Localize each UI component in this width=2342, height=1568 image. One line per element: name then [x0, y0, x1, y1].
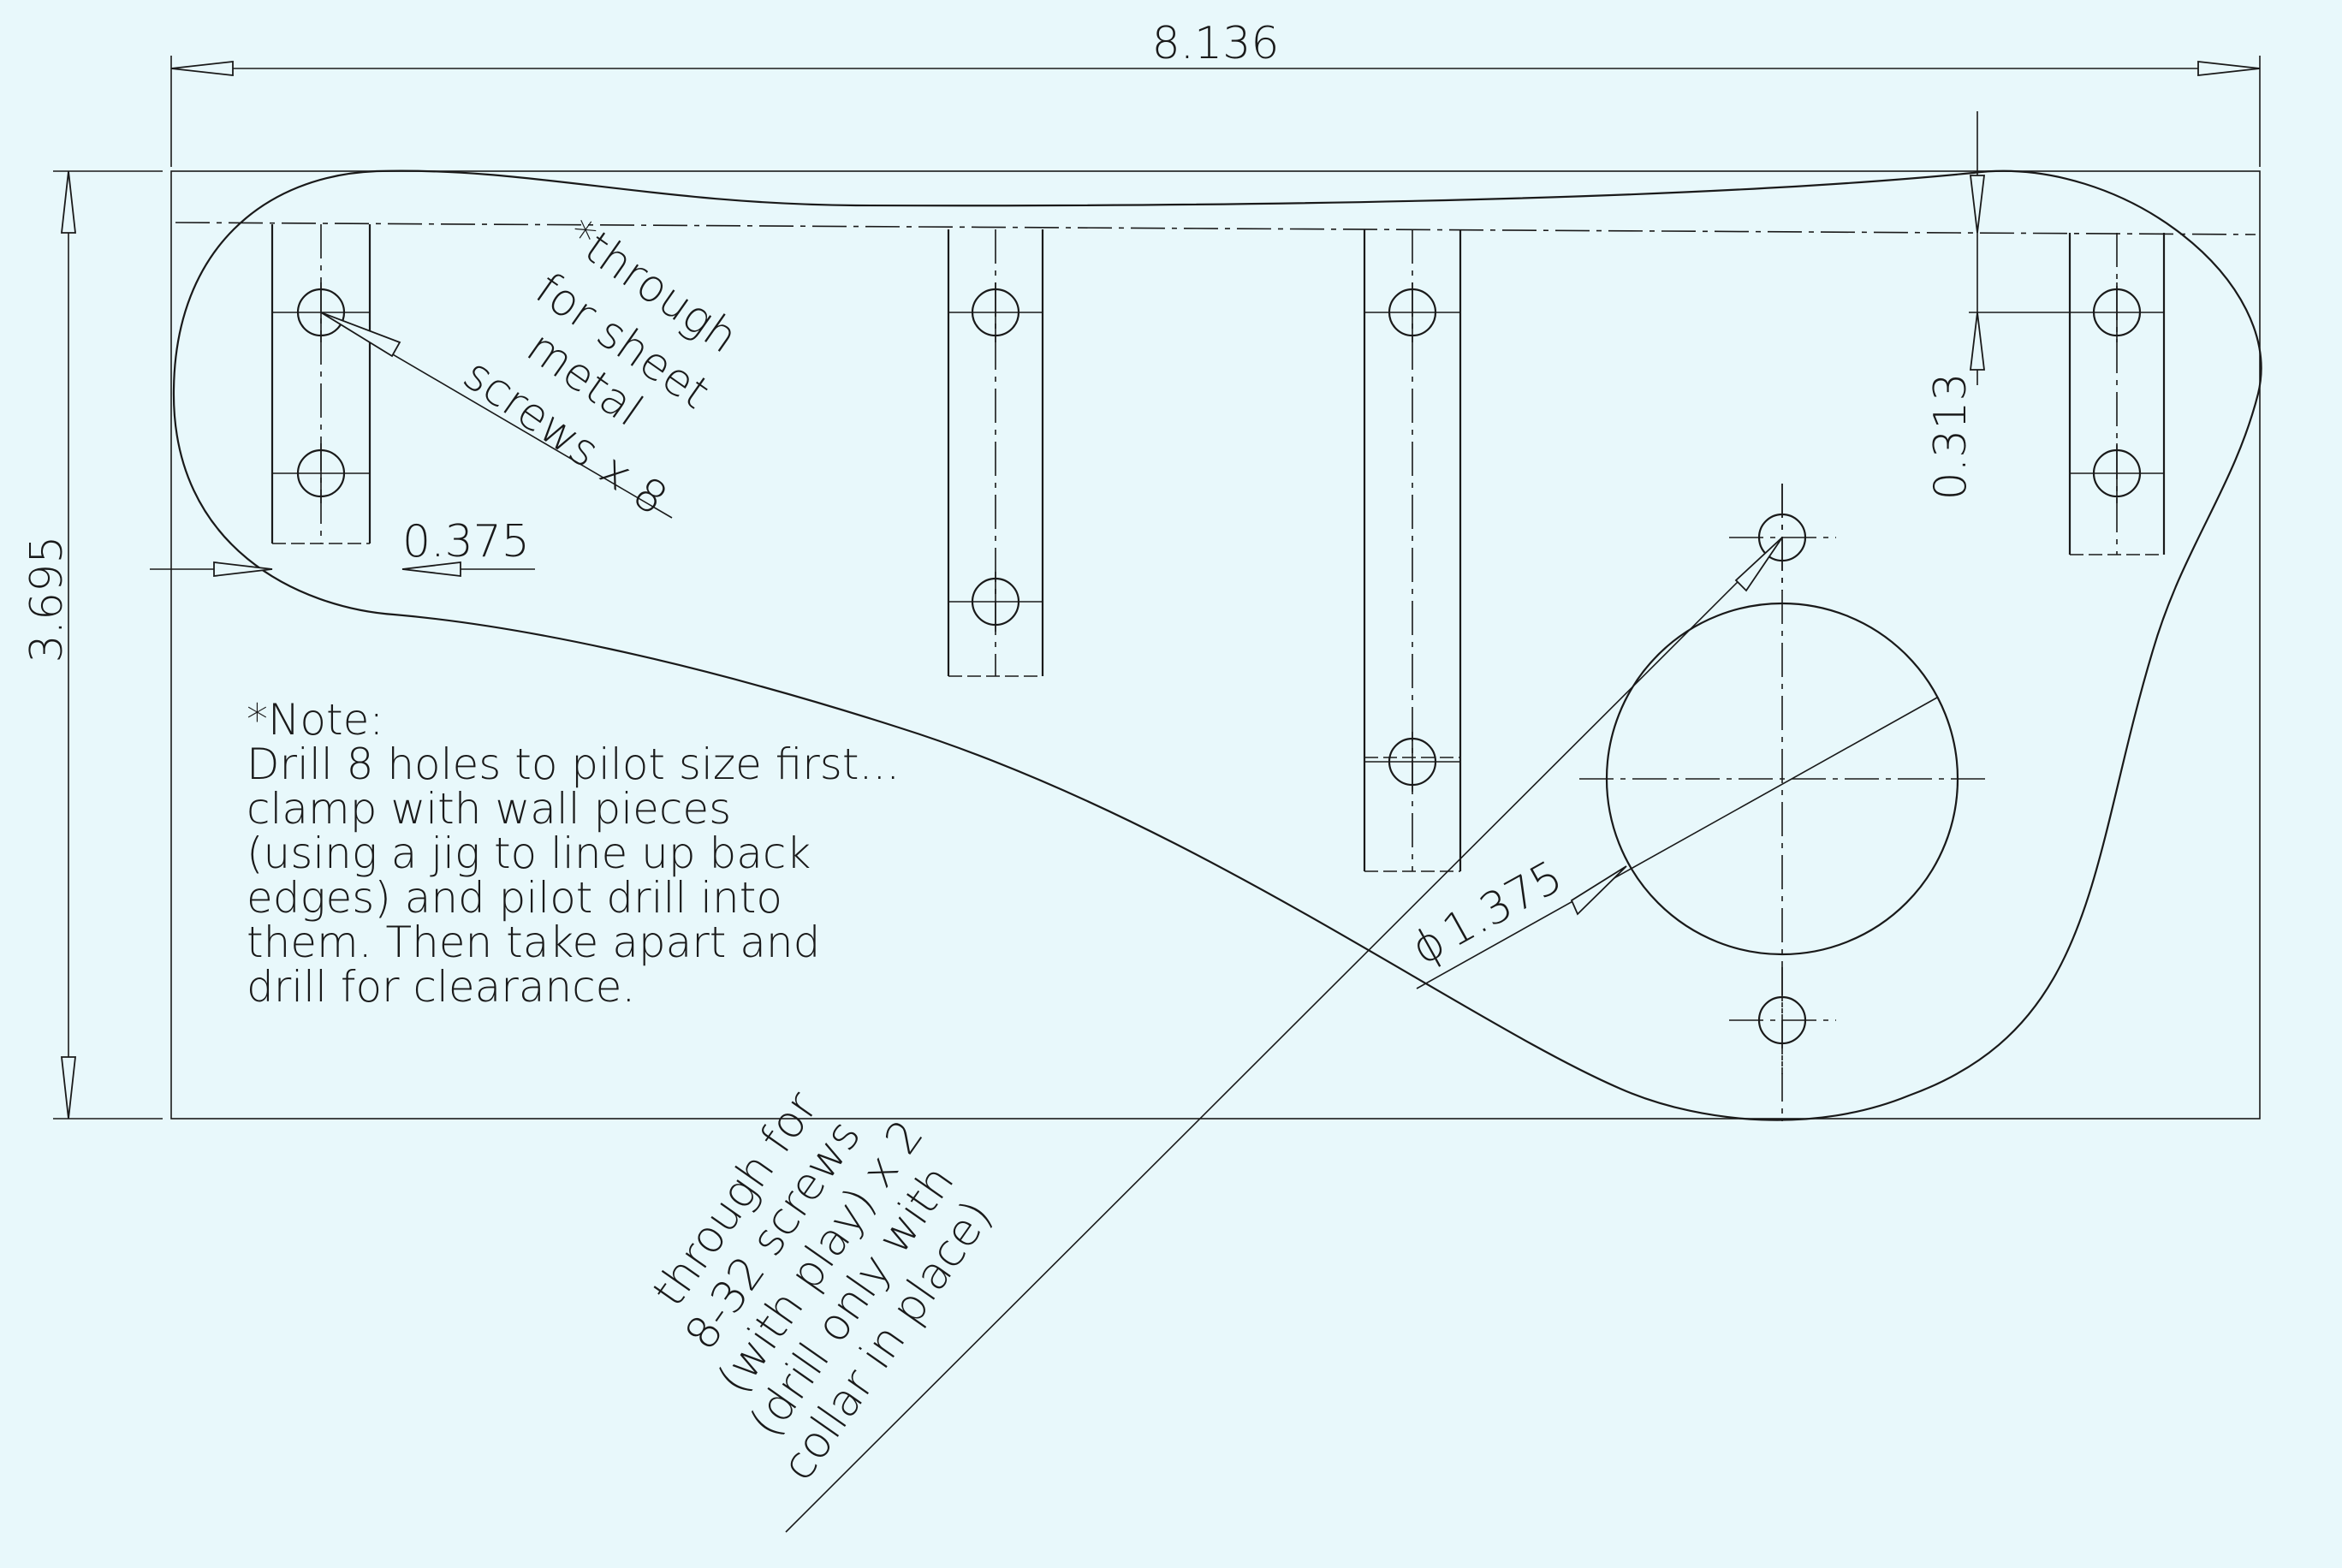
height-value: 3.695: [21, 536, 73, 663]
svg-text:them. Then take apart and: them. Then take apart and: [247, 918, 820, 967]
height-dimension: 3.695: [21, 170, 163, 1120]
offset-value-0313: 0.313: [1925, 373, 1976, 501]
note-heading: *Note:: [247, 695, 383, 745]
svg-text:clamp with wall pieces: clamp with wall pieces: [247, 784, 731, 834]
screw-holes-callout: through for 8-32 screws (with play) x 2 …: [643, 537, 1783, 1533]
part-outline: [172, 169, 2262, 1121]
pilot-hole: [1364, 282, 1460, 342]
offset-dimension-0375: 0.375: [150, 516, 535, 578]
pilot-hole: [948, 282, 1043, 342]
drilling-note: *Note: Drill 8 holes to pilot size first…: [247, 695, 900, 1012]
bore-diameter-value: 1.375: [1435, 851, 1571, 958]
pilot-hole: [948, 572, 1043, 632]
svg-text:drill for clearance.: drill for clearance.: [247, 962, 635, 1012]
svg-text:edges) and pilot drill into: edges) and pilot drill into: [247, 873, 782, 923]
offset-value-0375: 0.375: [402, 516, 530, 567]
pilot-holes: [272, 282, 2164, 792]
sheet-metal-callout: *through for sheet metal screws x 8: [320, 209, 746, 526]
pilot-hole: [272, 443, 370, 503]
screw-hole-top: [1729, 484, 1836, 591]
svg-text:(using a jig to line up back: (using a jig to line up back: [247, 829, 811, 878]
pilot-hole: [2070, 443, 2164, 503]
screw-hole-bottom: [1729, 967, 1836, 1074]
svg-text:Drill 8 holes to pilot size fi: Drill 8 holes to pilot size first...: [247, 739, 900, 789]
pilot-hole: [1364, 732, 1460, 792]
width-value: 8.136: [1152, 18, 1280, 69]
offset-dimension-0313: 0.313: [1925, 111, 2070, 500]
width-dimension: 8.136: [170, 18, 2261, 167]
slot-4: [2068, 233, 2166, 555]
pilot-hole: [2070, 282, 2164, 342]
stock-outline: [170, 170, 2261, 1120]
bore-diameter-callout: ϕ 1.375: [1403, 697, 1938, 989]
reference-line: [175, 222, 2256, 235]
